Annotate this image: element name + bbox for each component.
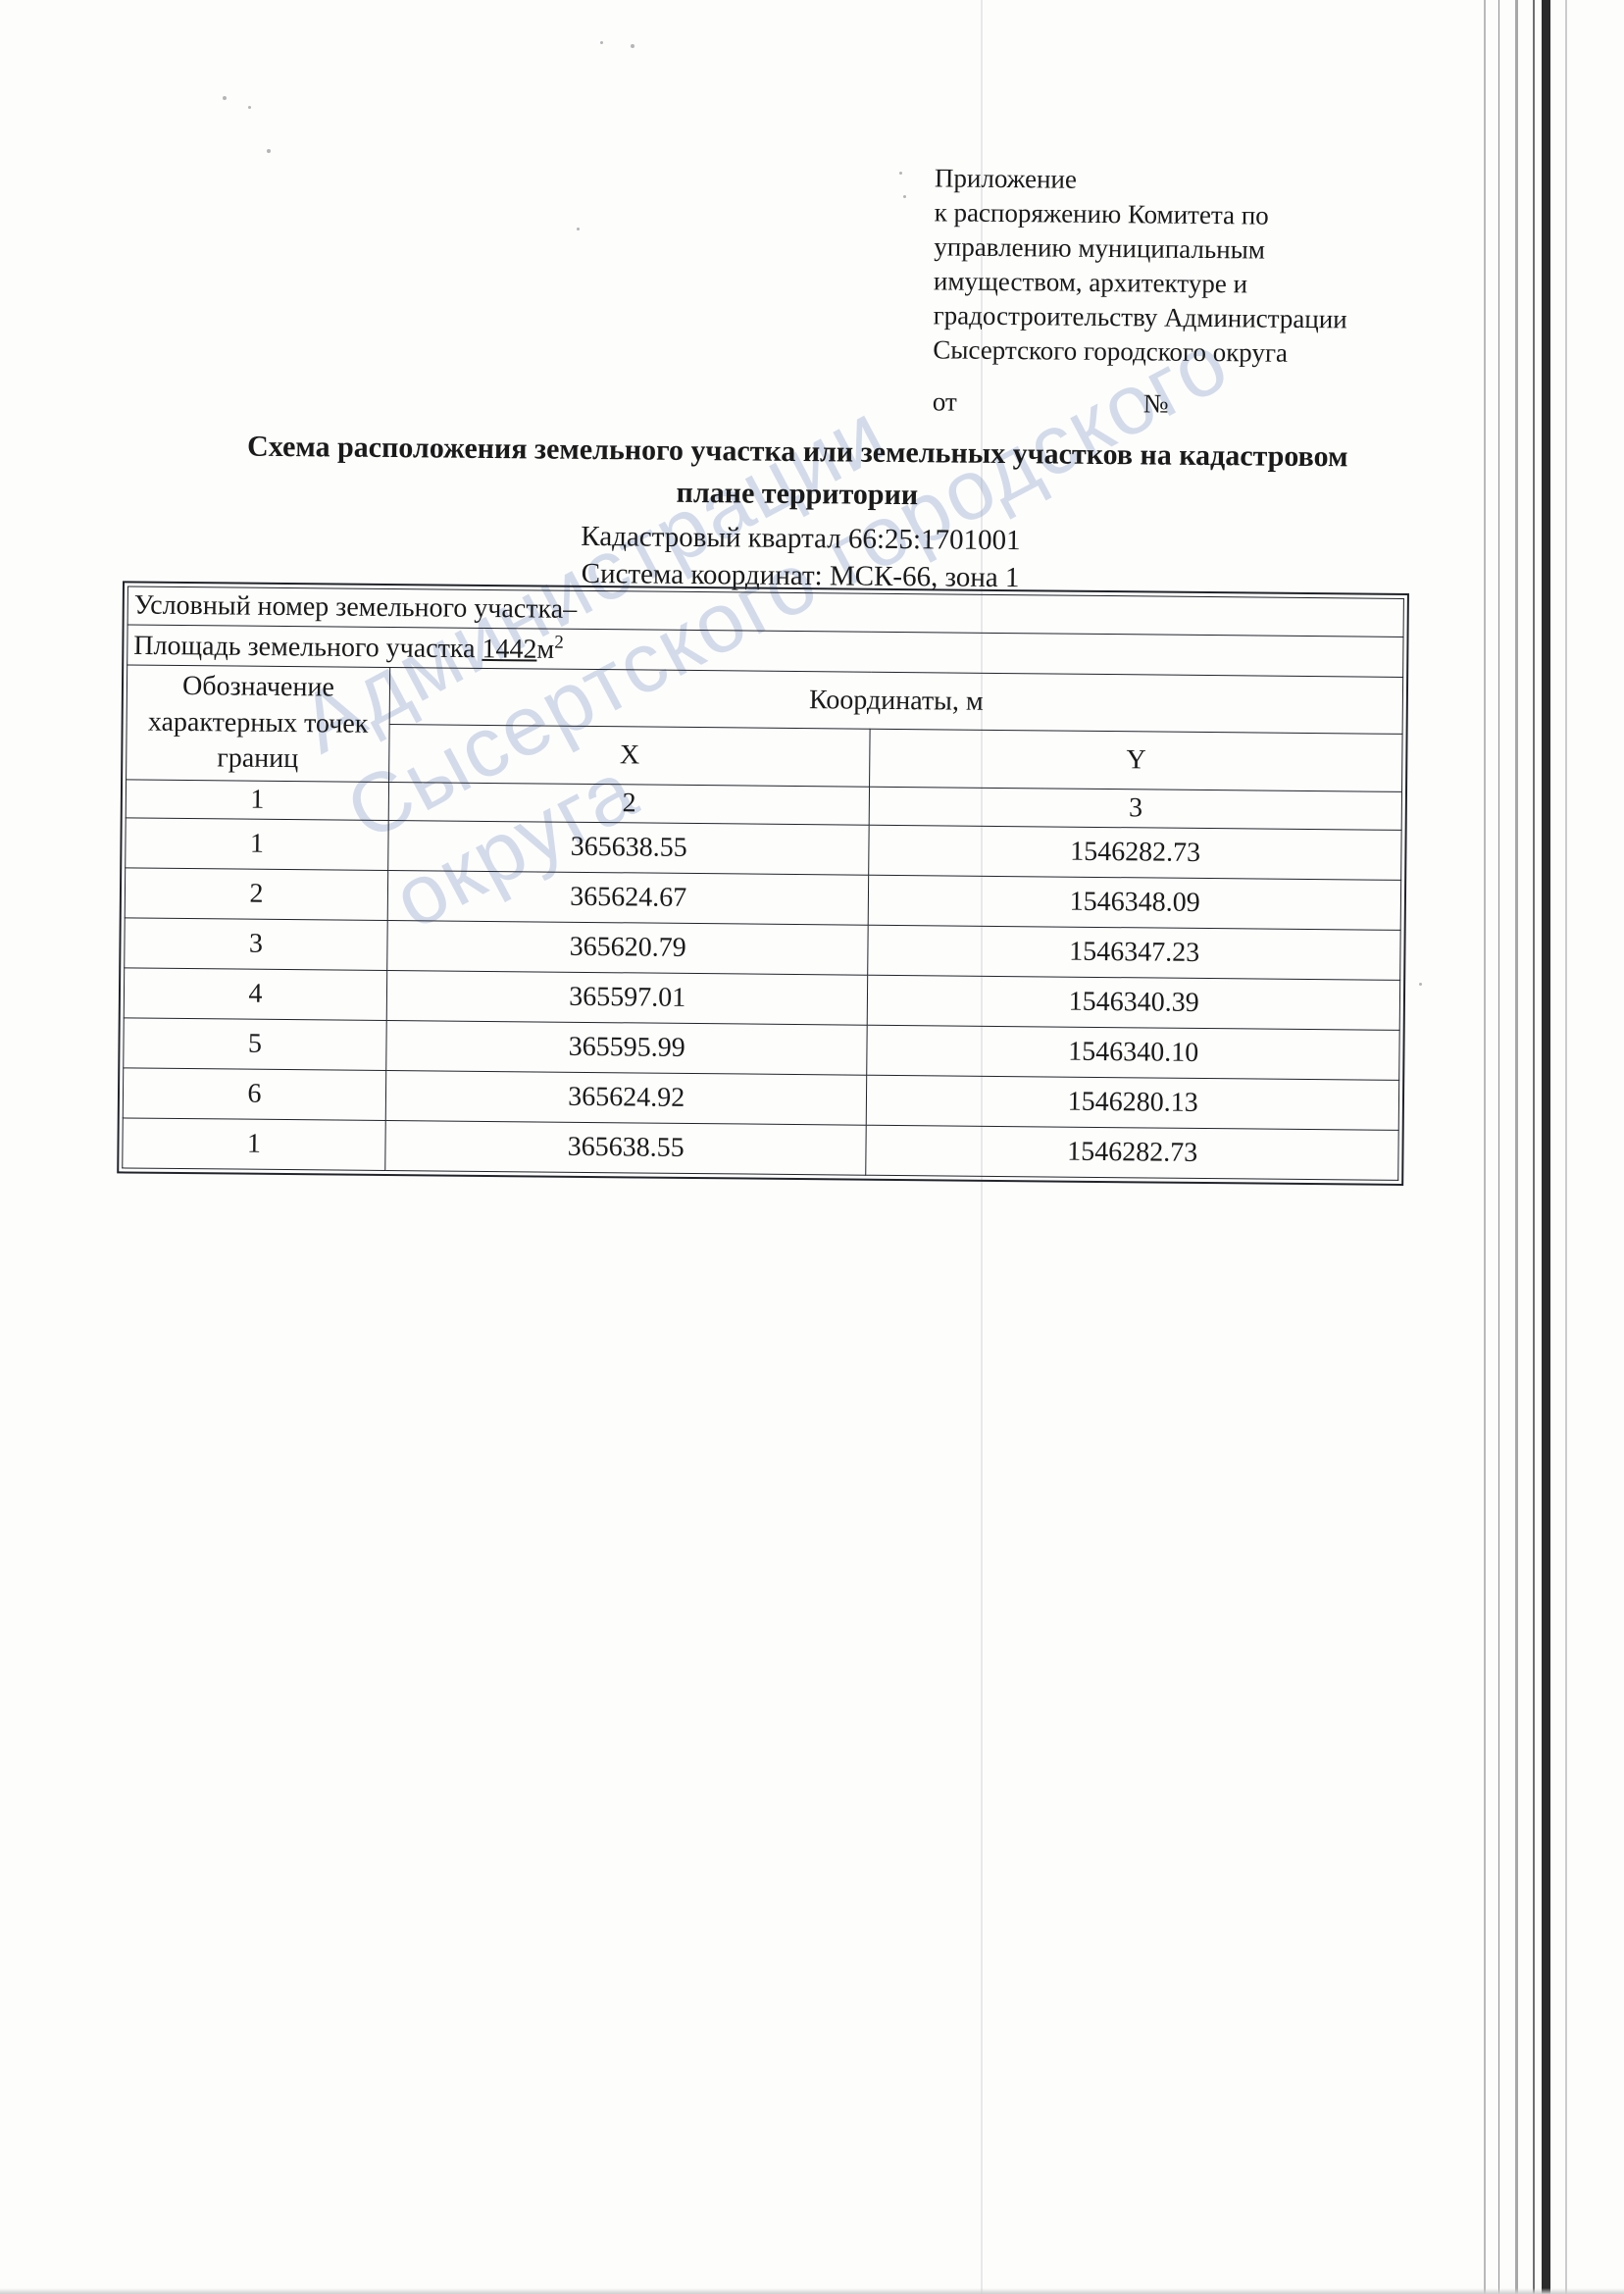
coordinates-table: Условный номер земельного участка– Площа…	[122, 586, 1404, 1180]
point-label: 3	[124, 917, 388, 971]
appendix-header-line-6: Сысертского городского округа	[933, 334, 1289, 369]
date-label: от	[932, 386, 957, 417]
page-title: Схема расположения земельного участка ил…	[184, 426, 1411, 521]
point-x: 365595.99	[385, 1020, 868, 1075]
column-number-y: 3	[869, 786, 1402, 830]
point-y: 1546282.73	[869, 824, 1402, 880]
appendix-header-line-3: управлению муниципальным	[934, 231, 1266, 265]
header-x-cell: X	[388, 724, 871, 787]
column-number-x: 2	[388, 782, 871, 825]
appendix-header-line-4: имуществом, архитектуре и	[933, 266, 1248, 299]
column-number-points: 1	[126, 779, 389, 821]
page-title-line-1: Схема расположения земельного участка ил…	[246, 430, 1348, 474]
header-coordinates-cell: Координаты, м	[389, 667, 1403, 735]
coordinates-table-body: Условный номер земельного участка– Площа…	[122, 586, 1404, 1180]
point-y: 1546347.23	[868, 924, 1401, 980]
point-label: 5	[123, 1017, 387, 1070]
area-prefix: Площадь земельного участка	[133, 630, 482, 665]
number-label: №	[1142, 388, 1169, 419]
point-y: 1546348.09	[868, 874, 1401, 930]
appendix-header-line-5: градостроительству Администрации	[933, 300, 1347, 334]
point-x: 365597.01	[386, 970, 869, 1025]
point-label: 1	[125, 817, 389, 871]
page-title-line-2: плане территории	[676, 476, 919, 511]
appendix-header: Приложение к распоряжению Комитета по уп…	[933, 161, 1445, 373]
point-label: 4	[124, 967, 387, 1021]
point-label: 2	[125, 867, 388, 921]
point-x: 365638.55	[384, 1119, 867, 1175]
header-points-cell: Обозначение характерных точек границ	[126, 665, 390, 783]
header-points-line-1: Обозначение	[181, 671, 334, 703]
point-x: 365624.92	[385, 1069, 868, 1125]
header-points-line-3: границ	[217, 742, 299, 775]
appendix-header-line-2: к распоряжению Комитета по	[934, 197, 1269, 230]
appendix-header-line-1: Приложение	[934, 163, 1078, 194]
point-label: 6	[123, 1067, 386, 1120]
point-y: 1546340.39	[867, 974, 1400, 1030]
area-unit: м	[536, 634, 555, 665]
area-unit-exponent: 2	[554, 632, 564, 653]
point-x: 365638.55	[387, 820, 870, 875]
table-header-row-main: Обозначение характерных точек границ Коо…	[126, 665, 1403, 783]
point-y: 1546282.73	[866, 1124, 1399, 1180]
coordinates-table-container: Условный номер земельного участка– Площа…	[117, 581, 1409, 1186]
point-y: 1546280.13	[866, 1074, 1399, 1130]
point-label: 1	[122, 1117, 386, 1170]
point-x: 365620.79	[386, 920, 869, 975]
point-y: 1546340.10	[867, 1024, 1400, 1080]
area-value: 1442	[482, 634, 537, 665]
header-y-cell: Y	[870, 729, 1403, 791]
header-points-line-2: характерных точек	[147, 706, 369, 739]
approval-date-number-line: от №	[933, 386, 1354, 421]
point-x: 365624.67	[387, 870, 870, 925]
